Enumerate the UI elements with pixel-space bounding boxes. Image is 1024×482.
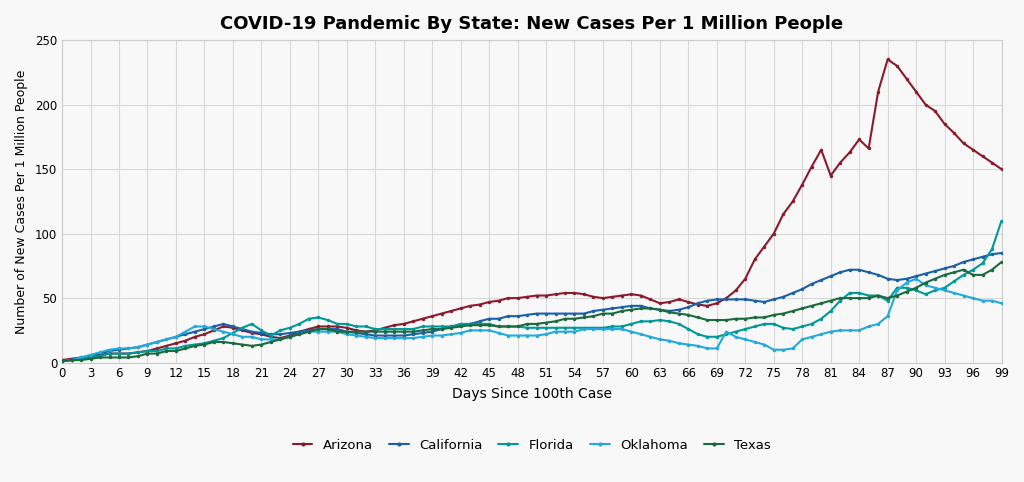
Oklahoma [995,300,1008,306]
X-axis label: Days Since 100th Case: Days Since 100th Case [452,388,611,402]
California [920,271,932,277]
Texas [920,280,932,285]
Arizona [957,140,970,146]
California [540,311,552,317]
Florida [920,291,932,297]
Texas [56,359,69,364]
Florida [948,279,961,284]
Florida [237,325,249,331]
Arizona [615,293,628,298]
Line: Arizona: Arizona [60,58,1004,362]
Arizona [237,327,249,333]
Florida [56,359,69,364]
Arizona [929,108,941,114]
Arizona [882,56,894,62]
Oklahoma [929,285,941,291]
Line: California: California [60,251,1004,363]
California [948,263,961,269]
Oklahoma [615,326,628,332]
Florida [540,325,552,331]
California [56,359,69,364]
Oklahoma [237,334,249,340]
Line: Florida: Florida [60,219,1004,363]
Oklahoma [957,293,970,298]
California [274,331,287,337]
Oklahoma [56,359,69,364]
Florida [995,218,1008,224]
Florida [274,327,287,333]
California [995,250,1008,256]
Legend: Arizona, California, Florida, Oklahoma, Texas: Arizona, California, Florida, Oklahoma, … [288,434,776,457]
Arizona [540,293,552,298]
Oklahoma [274,336,287,342]
Texas [615,308,628,314]
California [237,326,249,332]
Oklahoma [540,331,552,337]
Texas [237,342,249,348]
Title: COVID-19 Pandemic By State: New Cases Per 1 Million People: COVID-19 Pandemic By State: New Cases Pe… [220,15,844,33]
Arizona [274,335,287,341]
Arizona [995,166,1008,172]
Texas [995,259,1008,265]
California [615,304,628,310]
Y-axis label: Number of New Cases Per 1 Million People: Number of New Cases Per 1 Million People [15,69,28,334]
Texas [274,336,287,342]
Oklahoma [910,276,923,281]
Florida [615,323,628,329]
Line: Oklahoma: Oklahoma [60,277,1004,363]
Line: Texas: Texas [60,260,1004,363]
Texas [948,269,961,275]
Arizona [56,357,69,363]
Texas [540,320,552,325]
